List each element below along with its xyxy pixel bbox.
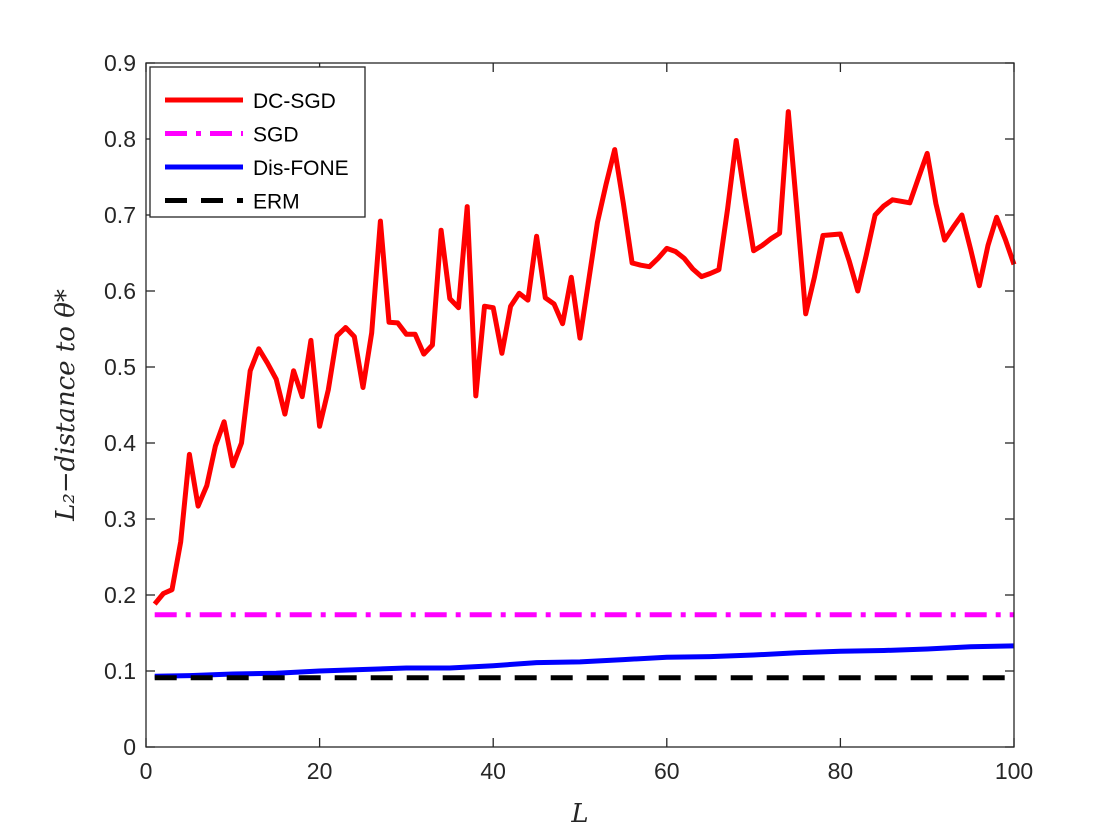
series-line-dc-sgd [152, 109, 1017, 606]
y-tick-label: 0.7 [104, 202, 136, 228]
x-axis-label: L [570, 799, 588, 829]
y-tick-label: 0.1 [104, 658, 136, 684]
y-tick-label: 0 [123, 734, 136, 760]
y-tick-label: 0.3 [104, 506, 136, 532]
legend: DC-SGD SGD Dis-FONE ERM [149, 66, 366, 218]
series-layer [152, 109, 1017, 681]
y-tick-label: 0.2 [104, 582, 136, 608]
x-tick-label: 80 [828, 758, 854, 784]
x-tick-label: 100 [995, 758, 1033, 784]
legend-label: Dis-FONE [253, 157, 349, 180]
legend-box [149, 66, 366, 218]
series-line-dis-fone [154, 643, 1015, 679]
x-tick-label: 20 [307, 758, 333, 784]
ticks-layer: 0 20 40 60 80 100 0 0.1 0.2 0.3 0.4 0.5 0.6 0.7 0.8 0.9 [104, 50, 1033, 784]
x-tick-label: 60 [654, 758, 680, 784]
x-tick-label: 0 [140, 758, 153, 784]
y-tick-label: 0.5 [104, 354, 136, 380]
axes-box [145, 62, 1015, 748]
legend-label: DC-SGD [253, 90, 336, 113]
x-tick-label: 40 [480, 758, 506, 784]
legend-label: ERM [253, 191, 300, 214]
y-tick-label: 0.9 [104, 50, 136, 76]
y-tick-label: 0.4 [104, 430, 136, 456]
legend-label: SGD [253, 124, 299, 147]
y-tick-label: 0.6 [104, 278, 136, 304]
y-axis-label: L₂−distance to θ* [51, 289, 81, 522]
y-tick-label: 0.8 [104, 126, 136, 152]
